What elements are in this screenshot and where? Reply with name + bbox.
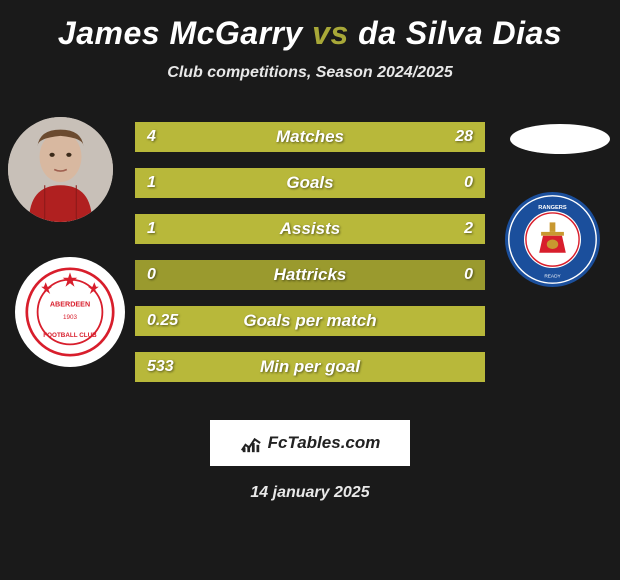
footer-date: 14 january 2025	[0, 484, 620, 502]
stat-row: 0Hattricks0	[135, 260, 485, 290]
stat-row: 1Goals0	[135, 168, 485, 198]
page-title: James McGarry vs da Silva Dias	[0, 15, 620, 52]
comparison-area: ABERDEEN 1903 FOOTBALL CLUB RANGERS	[0, 122, 620, 402]
stat-label: Assists	[135, 219, 485, 239]
player1-club-badge: ABERDEEN 1903 FOOTBALL CLUB	[15, 257, 125, 367]
footer-brand-badge: FcTables.com	[210, 420, 410, 466]
stat-label: Goals per match	[135, 311, 485, 331]
stat-right-value: 2	[464, 220, 473, 238]
stat-row: 533Min per goal	[135, 352, 485, 382]
subtitle: Club competitions, Season 2024/2025	[0, 64, 620, 82]
footer-brand-text: FcTables.com	[268, 433, 381, 453]
svg-text:RANGERS: RANGERS	[538, 205, 567, 211]
svg-text:1903: 1903	[63, 314, 78, 321]
stat-label: Min per goal	[135, 357, 485, 377]
stat-label: Hattricks	[135, 265, 485, 285]
stat-label: Matches	[135, 127, 485, 147]
stat-row: 4Matches28	[135, 122, 485, 152]
stat-bars: 4Matches281Goals01Assists20Hattricks00.2…	[135, 122, 485, 398]
stat-label: Goals	[135, 173, 485, 193]
player1-avatar	[8, 117, 113, 222]
stat-row: 0.25Goals per match	[135, 306, 485, 336]
comparison-infographic: James McGarry vs da Silva Dias Club comp…	[0, 0, 620, 512]
svg-text:FOOTBALL CLUB: FOOTBALL CLUB	[43, 332, 97, 339]
player2-avatar-placeholder	[510, 124, 610, 154]
title-vs: vs	[303, 15, 358, 51]
svg-text:READY: READY	[544, 274, 561, 280]
player2-club-badge: RANGERS READY	[505, 192, 600, 287]
title-player2: da Silva Dias	[358, 15, 562, 51]
svg-text:ABERDEEN: ABERDEEN	[50, 300, 90, 309]
title-player1: James McGarry	[58, 15, 303, 51]
stat-row: 1Assists2	[135, 214, 485, 244]
chart-icon	[240, 432, 262, 454]
stat-right-value: 0	[464, 174, 473, 192]
stat-right-value: 28	[455, 128, 473, 146]
stat-right-value: 0	[464, 266, 473, 284]
